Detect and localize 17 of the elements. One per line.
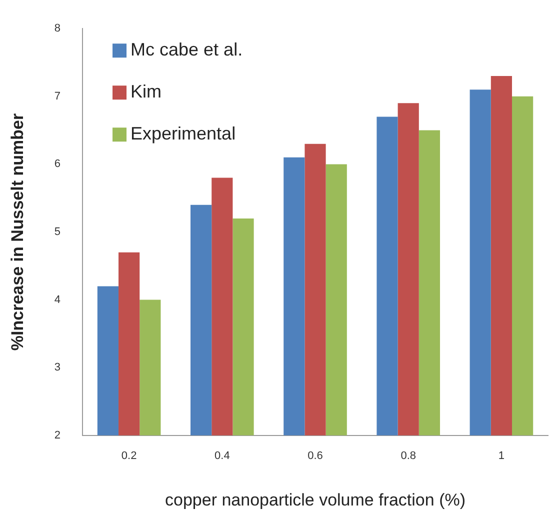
y-tick-label: 7	[54, 90, 61, 102]
x-tick-label: 0.4	[214, 450, 230, 462]
y-tick-label: 2	[54, 429, 61, 442]
legend-label: Experimental	[130, 124, 236, 144]
legend-label: Mc cabe et al.	[130, 40, 243, 60]
y-axis-title: %Increase in Nusselt number	[8, 113, 27, 351]
y-tick-label: 8	[54, 22, 61, 35]
y-tick-label: 4	[54, 294, 61, 306]
x-tick-label: 1	[498, 450, 505, 462]
x-tick-label: 0.8	[400, 450, 416, 462]
x-axis-title: copper nanoparticle volume fraction (%)	[165, 490, 466, 510]
x-tick-label: 0.2	[121, 450, 137, 462]
y-tick-label: 5	[54, 226, 61, 238]
y-tick-label: 6	[54, 158, 61, 170]
legend-label: Kim	[130, 82, 162, 102]
x-tick-label: 0.6	[308, 450, 323, 462]
y-tick-label: 3	[54, 362, 61, 374]
